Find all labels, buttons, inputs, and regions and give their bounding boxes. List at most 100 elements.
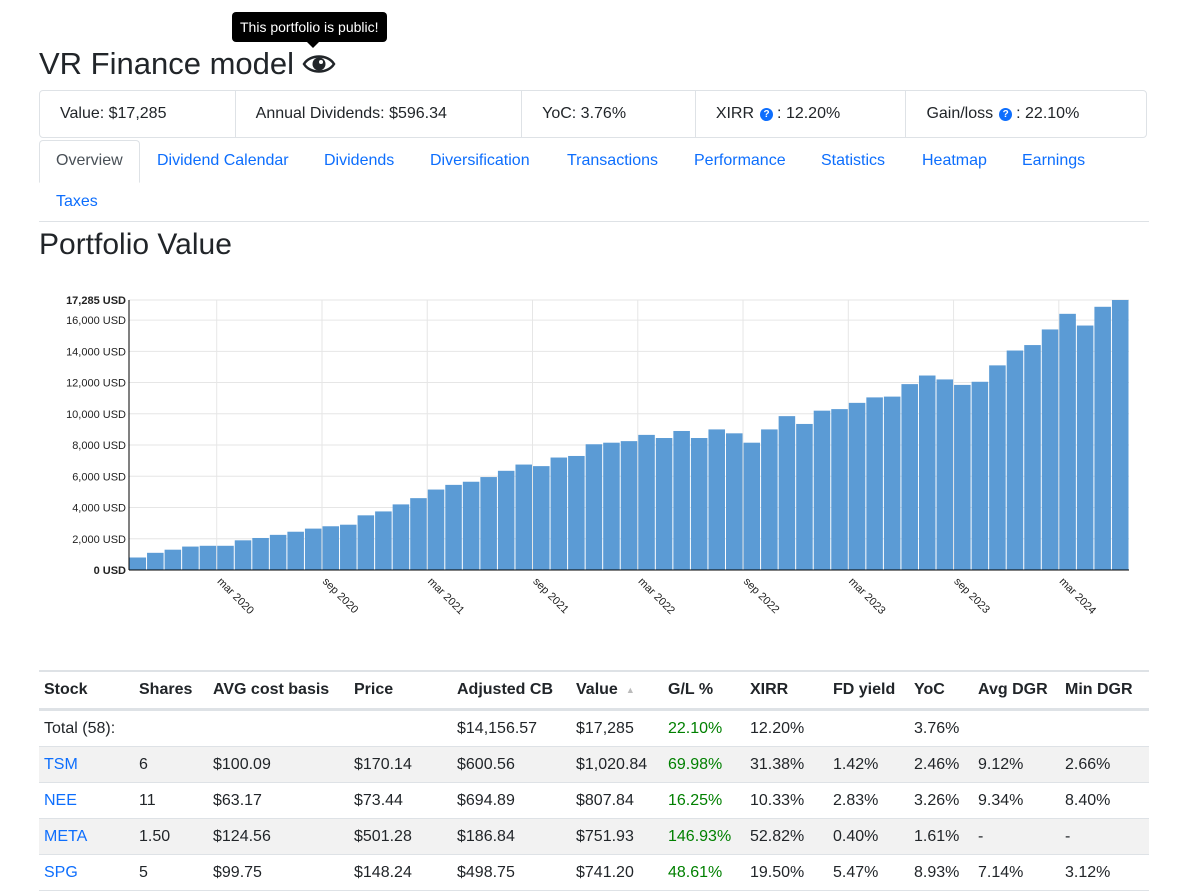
yoc-cell: 1.61% — [909, 818, 973, 855]
tab-dividend-calendar[interactable]: Dividend Calendar — [157, 152, 289, 169]
chart-bar — [375, 511, 392, 570]
col-value[interactable]: Value ▲ — [571, 670, 663, 711]
gainloss-value: : 22.10% — [1016, 105, 1080, 122]
total-value: $17,285 — [571, 709, 663, 747]
x-tick-label: mar 2024 — [1057, 576, 1098, 617]
x-tick-label: mar 2020 — [215, 576, 256, 617]
value-cell: $751.93 — [571, 818, 663, 855]
chart-bar — [1041, 329, 1059, 570]
chart-bar — [1059, 313, 1076, 570]
y-tick-label: 16,000 USD — [66, 315, 126, 327]
chart-bar — [287, 531, 304, 570]
xirr-cell: 52.82% — [745, 818, 828, 855]
chart-bar — [497, 470, 515, 570]
chart-bar — [340, 524, 357, 570]
xirr-cell: 10.33% — [745, 782, 828, 819]
page-title: VR Finance model — [39, 44, 336, 84]
chart-bar — [427, 489, 445, 570]
stock-link[interactable]: META — [39, 818, 134, 855]
chart-bar — [410, 498, 427, 570]
x-tick-label: mar 2022 — [636, 576, 677, 617]
min-dgr-cell: 3.12% — [1060, 854, 1149, 891]
y-tick-label: 8,000 USD — [72, 440, 126, 452]
stock-link[interactable]: NEE — [39, 782, 134, 819]
gainloss-help-icon[interactable]: ? — [999, 107, 1013, 121]
tab-transactions[interactable]: Transactions — [567, 152, 658, 169]
price-cell: $148.24 — [349, 854, 452, 891]
table-header-row: Stock Shares AVG cost basis Price Adjust… — [39, 670, 1149, 711]
fd-yield-cell: 1.42% — [828, 746, 909, 783]
tab-bar: Overview Dividend Calendar Dividends Div… — [39, 140, 1149, 222]
chart-bar — [533, 466, 550, 570]
col-price[interactable]: Price — [349, 670, 452, 711]
tab-overview[interactable]: Overview — [39, 140, 140, 183]
chart-bar — [690, 438, 708, 570]
col-shares[interactable]: Shares — [134, 670, 208, 711]
chart-bar — [515, 464, 533, 570]
col-gl-percent[interactable]: G/L % — [663, 670, 745, 711]
chart-bar — [725, 433, 743, 570]
chart-bar — [778, 416, 796, 570]
eye-icon[interactable] — [302, 51, 336, 77]
gl-percent-cell: 16.25% — [663, 782, 745, 819]
table-row: NEE 11 $63.17 $73.44 $694.89 $807.84 16.… — [39, 782, 1149, 819]
stock-link[interactable]: SPG — [39, 854, 134, 891]
tab-performance[interactable]: Performance — [694, 152, 786, 169]
col-adjusted-cb[interactable]: Adjusted CB — [452, 670, 571, 711]
total-xirr: 12.20% — [745, 709, 828, 747]
summary-gainloss: Gain/loss ? : 22.10% — [906, 91, 1146, 137]
tab-dividends[interactable]: Dividends — [324, 152, 395, 169]
avg-cost-basis-cell: $124.56 — [208, 818, 349, 855]
summary-xirr: XIRR ? : 12.20% — [696, 91, 907, 137]
tooltip-arrow — [307, 42, 319, 48]
total-cell — [349, 709, 452, 747]
table-row: SPG 5 $99.75 $148.24 $498.75 $741.20 48.… — [39, 854, 1149, 891]
chart-bar — [603, 442, 620, 570]
min-dgr-cell: 8.40% — [1060, 782, 1149, 819]
xirr-label: XIRR — [715, 105, 755, 122]
page-title-text: VR Finance model — [39, 46, 295, 81]
value-cell: $741.20 — [571, 854, 663, 891]
adjusted-cb-cell: $498.75 — [452, 854, 571, 891]
public-tooltip: This portfolio is public! — [232, 12, 387, 42]
total-gl-percent: 22.10% — [663, 709, 745, 747]
portfolio-summary: Value: $17,285 Annual Dividends: $596.34… — [39, 90, 1147, 138]
holdings-table-container: Stock Shares AVG cost basis Price Adjust… — [39, 670, 1149, 891]
col-stock[interactable]: Stock — [39, 670, 134, 711]
chart-bar — [217, 545, 234, 570]
total-yoc: 3.76% — [909, 709, 973, 747]
xirr-help-icon[interactable]: ? — [760, 107, 774, 121]
xirr-cell: 19.50% — [745, 854, 828, 891]
x-tick-label: sep 2021 — [530, 576, 570, 616]
adjusted-cb-cell: $694.89 — [452, 782, 571, 819]
total-cell — [828, 709, 909, 747]
col-avg-cost-basis[interactable]: AVG cost basis — [208, 670, 349, 711]
col-avg-dgr[interactable]: Avg DGR — [973, 670, 1060, 711]
col-fd-yield[interactable]: FD yield — [828, 670, 909, 711]
shares-cell: 6 — [134, 746, 208, 783]
chart-bar — [164, 549, 182, 570]
tab-diversification[interactable]: Diversification — [430, 152, 530, 169]
col-min-dgr[interactable]: Min DGR — [1060, 670, 1149, 711]
y-tick-label: 0 USD — [94, 565, 126, 577]
col-yoc[interactable]: YoC — [909, 670, 973, 711]
chart-bar — [866, 397, 883, 570]
table-row: META 1.50 $124.56 $501.28 $186.84 $751.9… — [39, 818, 1149, 855]
tab-earnings[interactable]: Earnings — [1022, 152, 1086, 169]
tab-statistics[interactable]: Statistics — [821, 152, 886, 169]
min-dgr-cell: - — [1060, 818, 1149, 855]
tab-heatmap[interactable]: Heatmap — [922, 152, 987, 169]
price-cell: $170.14 — [349, 746, 452, 783]
chart-bar — [989, 365, 1006, 570]
yoc-cell: 3.26% — [909, 782, 973, 819]
min-dgr-cell: 2.66% — [1060, 746, 1149, 783]
stock-link[interactable]: TSM — [39, 746, 134, 783]
total-cell — [208, 709, 349, 747]
total-cell — [973, 709, 1060, 747]
gainloss-label: Gain/loss — [926, 105, 994, 122]
col-xirr[interactable]: XIRR — [745, 670, 828, 711]
tab-taxes[interactable]: Taxes — [56, 193, 98, 210]
avg-dgr-cell: 9.34% — [973, 782, 1060, 819]
chart-bar — [585, 444, 603, 570]
value-cell: $1,020.84 — [571, 746, 663, 783]
